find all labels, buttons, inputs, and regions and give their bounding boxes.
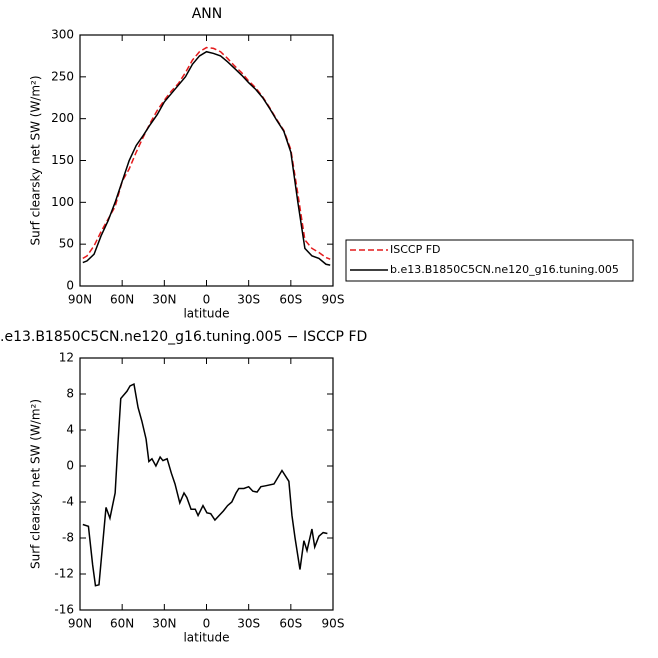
x-tick-label: 30S [237,617,260,631]
y-tick-label: -4 [62,495,74,509]
y-tick-label: -12 [54,567,74,581]
legend-label: b.e13.B1850C5CN.ne120_g16.tuning.005 [390,263,619,276]
x-axis-label: latitude [183,307,229,321]
x-axis-label: latitude [183,631,229,645]
y-tick-label: 250 [51,69,74,83]
x-tick-label: 60N [110,617,134,631]
y-tick-label: 0 [66,459,74,473]
legend-box [345,239,634,282]
x-tick-label: 90N [68,293,92,307]
y-tick-label: -8 [62,531,74,545]
y-tick-label: 50 [59,237,74,251]
y-tick-label: 150 [51,153,74,167]
x-tick-label: 90S [322,617,345,631]
x-tick-label: 60S [279,617,302,631]
x-tick-label: 0 [203,617,211,631]
y-axis-label: Surf clearsky net SW (W/m²) [29,399,43,569]
chart-title: .e13.B1850C5CN.ne120_g16.tuning.005 − IS… [0,329,367,345]
x-tick-label: 30N [152,293,176,307]
legend-label: ISCCP FD [390,243,441,256]
plot-frame [79,357,334,611]
x-tick-label: 60S [279,293,302,307]
y-tick-label: 0 [66,279,74,293]
chart-title: ANN [192,6,223,22]
y-tick-label: 12 [59,351,74,365]
y-tick-label: 100 [51,195,74,209]
data-line [82,50,331,266]
x-tick-label: 60N [110,293,134,307]
data-line [82,46,331,260]
data-line [82,383,328,587]
x-tick-label: 90S [322,293,345,307]
y-tick-label: -16 [54,603,74,617]
x-tick-label: 30N [152,617,176,631]
plot-frame [79,34,334,287]
y-tick-label: 300 [51,28,74,42]
y-tick-label: 8 [66,387,74,401]
y-tick-label: 4 [66,423,74,437]
x-tick-label: 0 [203,293,211,307]
x-tick-label: 30S [237,293,260,307]
x-tick-label: 90N [68,617,92,631]
y-tick-label: 200 [51,111,74,125]
y-axis-label: Surf clearsky net SW (W/m²) [29,75,43,245]
